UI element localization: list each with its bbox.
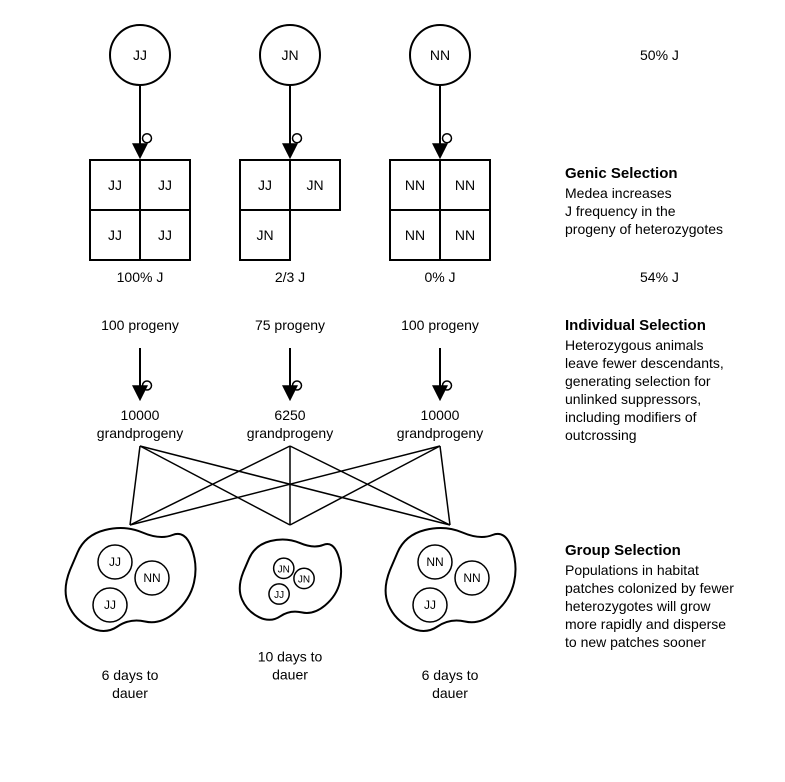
punnett-cell-label: JJ [158, 177, 172, 193]
individual-body-line: outcrossing [565, 427, 637, 443]
blob-genotype: JJ [274, 590, 284, 601]
dispersal-line [140, 446, 450, 525]
dauer-caption: 10 days to [258, 648, 323, 664]
individual-body-line: Heterozygous animals [565, 337, 704, 353]
genotype-label: JJ [133, 47, 147, 63]
dauer-caption: 6 days to [102, 667, 159, 683]
punnett-caption: 2/3 J [275, 269, 305, 285]
genotype-circle: JN [260, 25, 320, 85]
population-blob: NN NN JJ [386, 528, 516, 631]
punnett-cell-label: NN [405, 177, 425, 193]
genotype-label: JN [281, 47, 298, 63]
blob-genotype: JN [278, 564, 290, 575]
punnett-caption: 0% J [424, 269, 455, 285]
punnett-cell-label: JN [306, 177, 323, 193]
group-body-line: to new patches sooner [565, 634, 706, 650]
genotype-circle: JJ [110, 25, 170, 85]
dauer-caption: dauer [432, 685, 468, 701]
group-body-line: heterozygotes will grow [565, 598, 711, 614]
progeny-count: 75 progeny [255, 317, 325, 333]
genic-title: Genic Selection [565, 165, 678, 182]
punnett-cell-label: JJ [108, 227, 122, 243]
genic-body-line: progeny of heterozygotes [565, 221, 723, 237]
punnett-cell-label: JJ [258, 177, 272, 193]
punnett-square: NN NN NN NN [390, 160, 490, 260]
genic-body-line: Medea increases [565, 185, 672, 201]
grandprogeny-count: 10000 [421, 407, 460, 423]
blob-genotype: NN [463, 571, 480, 585]
punnett-cell-label: NN [405, 227, 425, 243]
group-title: Group Selection [565, 542, 681, 559]
dauer-caption: dauer [272, 666, 308, 682]
genotype-label: NN [430, 47, 450, 63]
individual-body-line: generating selection for [565, 373, 711, 389]
genic-body-line: J frequency in the [565, 203, 676, 219]
blob-genotype: JJ [109, 555, 121, 569]
dauer-caption: dauer [112, 685, 148, 701]
initial-frequency: 50% J [640, 47, 679, 63]
punnett-square: JJ JJ JJ JJ [90, 160, 190, 260]
group-body-line: more rapidly and disperse [565, 616, 726, 632]
dispersal-line [130, 446, 140, 525]
blob-genotype: JJ [104, 598, 116, 612]
punnett-cell-label: NN [455, 177, 475, 193]
dauer-caption: 6 days to [422, 667, 479, 683]
grandprogeny-count: 6250 [274, 407, 305, 423]
population-blob: JN JN JJ [240, 539, 341, 619]
group-body-line: patches colonized by fewer [565, 580, 734, 596]
grandprogeny-label: grandprogeny [97, 425, 183, 441]
individual-title: Individual Selection [565, 317, 706, 334]
punnett-square: JJ JN JN [240, 160, 340, 260]
dispersal-line [130, 446, 440, 525]
post-genic-frequency: 54% J [640, 269, 679, 285]
punnett-cell-label: JJ [108, 177, 122, 193]
group-body-line: Populations in habitat [565, 562, 699, 578]
progeny-count: 100 progeny [101, 317, 179, 333]
individual-body-line: including modifiers of [565, 409, 697, 425]
punnett-cell-label: JN [256, 227, 273, 243]
individual-body-line: leave fewer descendants, [565, 355, 724, 371]
grandprogeny-count: 10000 [121, 407, 160, 423]
progeny-count: 100 progeny [401, 317, 479, 333]
blob-genotype: JJ [424, 598, 436, 612]
individual-body-line: unlinked suppressors, [565, 391, 701, 407]
punnett-cell-label: NN [455, 227, 475, 243]
genotype-circle: NN [410, 25, 470, 85]
grandprogeny-label: grandprogeny [397, 425, 483, 441]
grandprogeny-label: grandprogeny [247, 425, 333, 441]
punnett-caption: 100% J [117, 269, 164, 285]
population-blob: JJ NN JJ [66, 528, 196, 631]
dispersal-line [440, 446, 450, 525]
punnett-cell-label: JJ [158, 227, 172, 243]
blob-genotype: JN [298, 574, 310, 585]
blob-genotype: NN [426, 555, 443, 569]
blob-genotype: NN [143, 571, 160, 585]
